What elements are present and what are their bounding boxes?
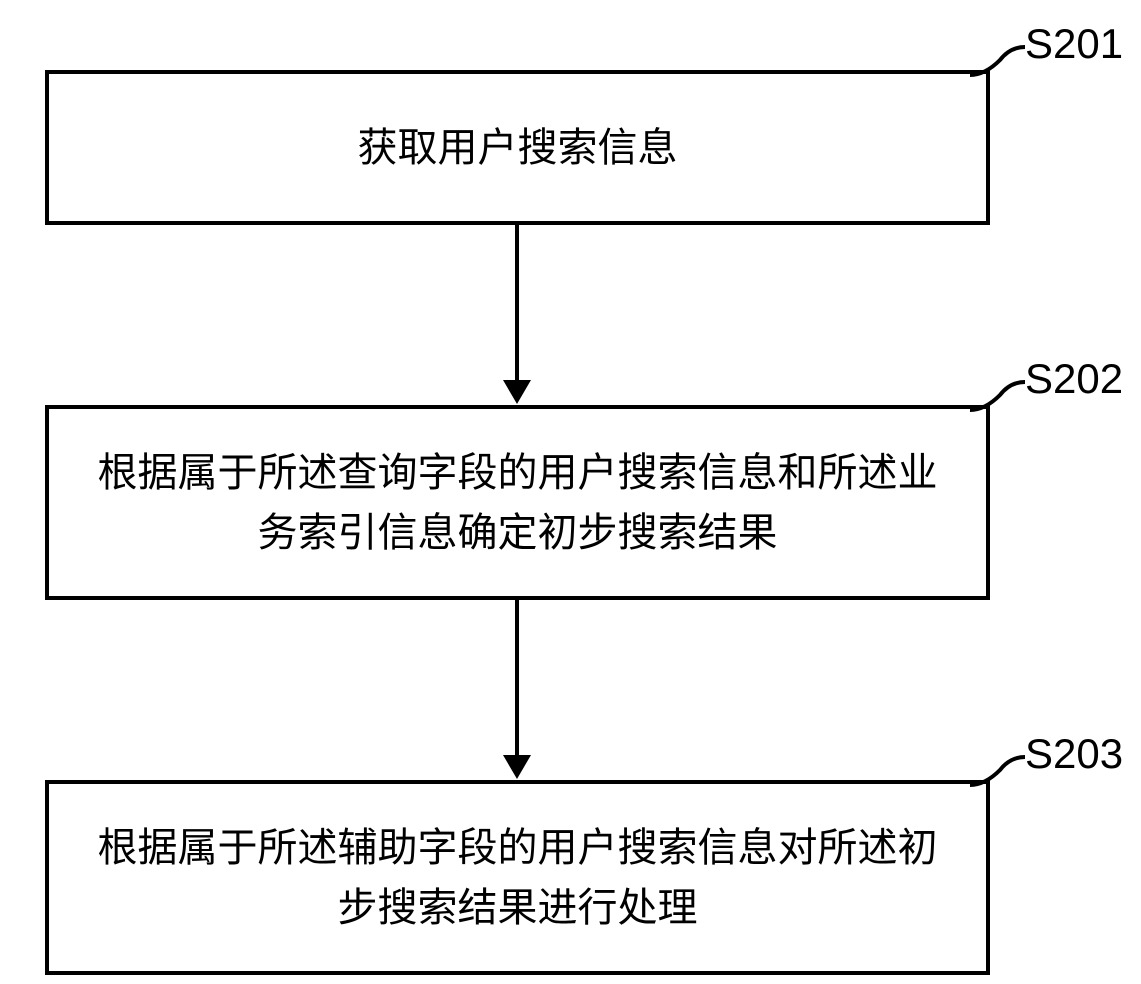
box-1-label: S201	[1025, 20, 1123, 68]
arrow-2-line	[515, 600, 519, 755]
box-3-label: S203	[1025, 730, 1123, 778]
flowchart-box-2: 根据属于所述查询字段的用户搜索信息和所述业务索引信息确定初步搜索结果	[45, 405, 990, 600]
flowchart-container: 获取用户搜索信息 S201 根据属于所述查询字段的用户搜索信息和所述业务索引信息…	[0, 0, 1141, 984]
box-1-curve	[955, 35, 1035, 85]
box-2-label: S202	[1025, 355, 1123, 403]
arrow-2-head	[503, 755, 531, 779]
box-1-text: 获取用户搜索信息	[358, 118, 678, 178]
flowchart-box-3: 根据属于所述辅助字段的用户搜索信息对所述初步搜索结果进行处理	[45, 780, 990, 975]
arrow-1-head	[503, 380, 531, 404]
arrow-1-line	[515, 225, 519, 380]
box-3-curve	[955, 745, 1035, 795]
box-3-text: 根据属于所述辅助字段的用户搜索信息对所述初步搜索结果进行处理	[79, 818, 956, 938]
flowchart-box-1: 获取用户搜索信息	[45, 70, 990, 225]
box-2-curve	[955, 370, 1035, 420]
box-2-text: 根据属于所述查询字段的用户搜索信息和所述业务索引信息确定初步搜索结果	[79, 443, 956, 563]
